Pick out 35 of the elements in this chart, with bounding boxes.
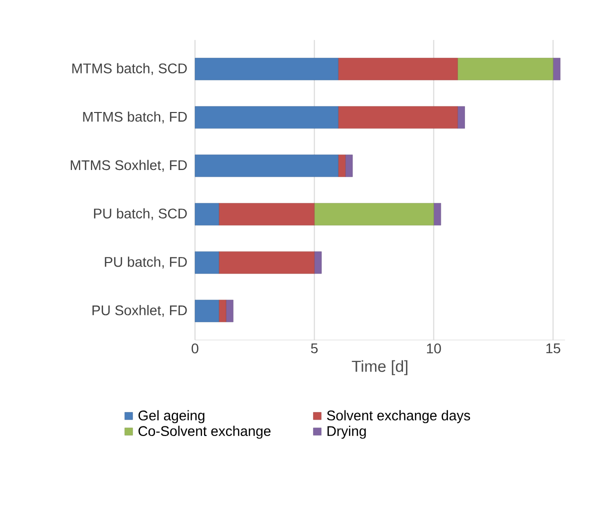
bar	[194, 251, 220, 274]
y-tick-label: MTMS batch, FD	[83, 111, 187, 124]
legend-label: Gel ageing	[138, 410, 204, 424]
bar	[226, 300, 234, 322]
y-tick-label: PU batch, SCD	[94, 208, 187, 220]
x-tick-label: 5	[311, 344, 318, 354]
bar	[218, 300, 226, 322]
bar	[338, 154, 346, 177]
legend-label: Solvent exchange days	[327, 410, 470, 424]
y-tick-label: PU batch, FD	[104, 256, 187, 269]
y-tick-label: MTMS Soxhlet, FD	[70, 160, 187, 172]
bar	[194, 300, 220, 322]
bar	[194, 154, 338, 177]
bar	[338, 106, 458, 129]
x-tick-label: 0	[192, 344, 198, 354]
bar	[338, 58, 458, 80]
bar	[218, 251, 315, 274]
bar	[345, 154, 353, 177]
x-tick-label: 15	[546, 344, 560, 354]
bar	[194, 106, 338, 129]
bar	[218, 203, 315, 226]
bar	[194, 203, 220, 226]
bar	[457, 106, 465, 129]
x-tick-label: 10	[427, 344, 441, 354]
bar	[314, 251, 322, 274]
bar	[314, 203, 434, 226]
bar	[457, 58, 554, 80]
bar	[434, 203, 442, 226]
x-axis-title: Time [d]	[352, 360, 408, 376]
legend-label: Co-Solvent exchange	[138, 426, 271, 439]
legend-label: Drying	[328, 426, 366, 439]
y-tick-label: MTMS batch, SCD	[72, 63, 187, 75]
bar	[552, 58, 560, 80]
bar	[194, 58, 338, 80]
y-tick-label: PU Soxhlet, FD	[92, 305, 187, 317]
